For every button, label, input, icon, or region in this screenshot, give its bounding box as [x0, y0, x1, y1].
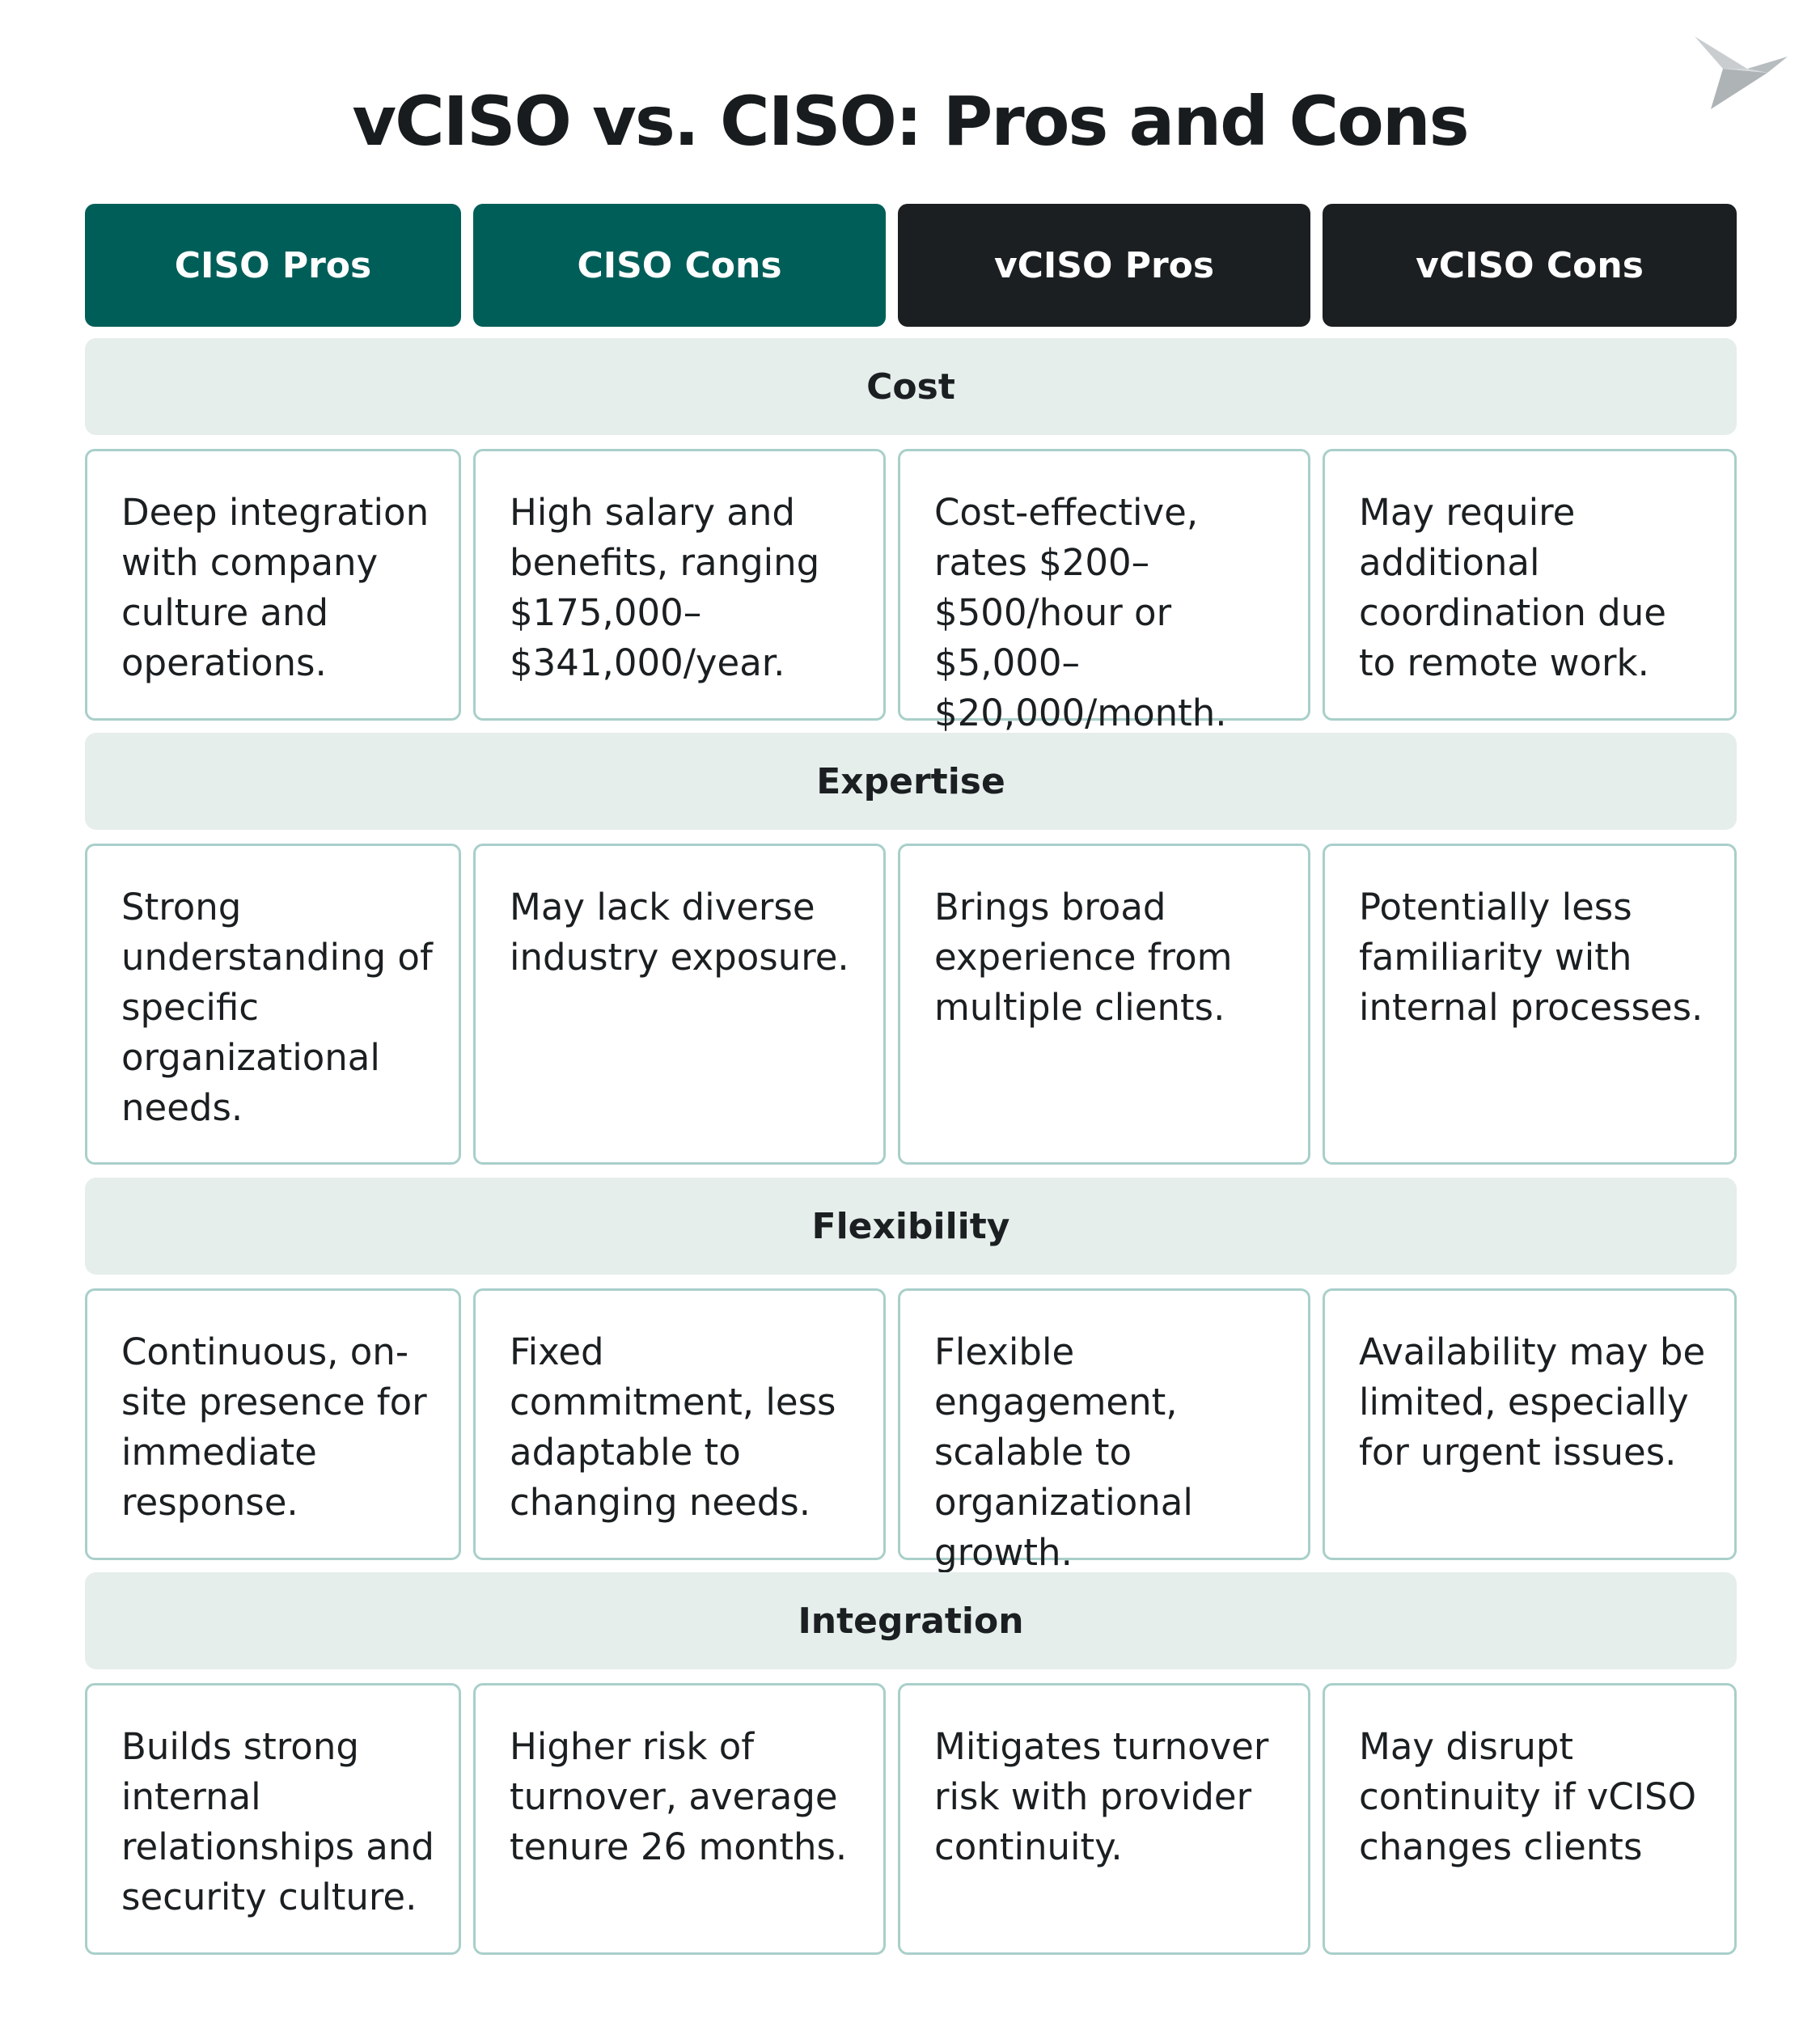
page-title: vCISO vs. CISO: Pros and Cons: [352, 82, 1469, 161]
column-header-vciso-pros: vCISO Pros: [898, 204, 1310, 327]
cell-integration-vciso-cons: May disrupt continuity if vCISO changes …: [1323, 1683, 1737, 1955]
cell-integration-ciso-cons: Higher risk of turnover, average tenure …: [473, 1683, 886, 1955]
column-header-row: CISO Pros CISO Cons vCISO Pros vCISO Con…: [85, 204, 1737, 327]
section-bar-cost: Cost: [85, 338, 1737, 435]
section-bar-flexibility: Flexibility: [85, 1178, 1737, 1275]
cell-flexibility-vciso-pros: Flexible engagement, scalable to organiz…: [898, 1288, 1310, 1574]
cell-cost-vciso-pros: Cost-effective, rates $200–$500/hour or …: [898, 449, 1310, 734]
cell-cost-vciso-cons: May require additional coordination due …: [1323, 449, 1737, 721]
section-bar-expertise: Expertise: [85, 733, 1737, 830]
cell-expertise-vciso-cons: Potentially less familiarity with intern…: [1323, 844, 1737, 1165]
column-header-ciso-pros: CISO Pros: [85, 204, 461, 327]
cell-integration-ciso-pros: Builds strong internal relationships and…: [85, 1683, 461, 1955]
column-header-ciso-cons: CISO Cons: [473, 204, 886, 327]
column-header-vciso-cons: vCISO Cons: [1323, 204, 1737, 327]
cell-integration-vciso-pros: Mitigates turnover risk with provider co…: [898, 1683, 1310, 1955]
cell-expertise-ciso-pros: Strong understanding of specific organiz…: [85, 844, 461, 1165]
cell-expertise-ciso-cons: May lack diverse industry exposure.: [473, 844, 886, 1165]
cell-flexibility-ciso-pros: Continuous, on-site presence for immedia…: [85, 1288, 461, 1560]
cell-cost-ciso-cons: High salary and benefits, ranging $175,0…: [473, 449, 886, 721]
cell-cost-ciso-pros: Deep integration with company culture an…: [85, 449, 461, 721]
cell-flexibility-ciso-cons: Fixed commitment, less adaptable to chan…: [473, 1288, 886, 1560]
bird-logo-icon: [1695, 36, 1788, 109]
cell-expertise-vciso-pros: Brings broad experience from multiple cl…: [898, 844, 1310, 1165]
cell-flexibility-vciso-cons: Availability may be limited, especially …: [1323, 1288, 1737, 1560]
section-bar-integration: Integration: [85, 1572, 1737, 1669]
